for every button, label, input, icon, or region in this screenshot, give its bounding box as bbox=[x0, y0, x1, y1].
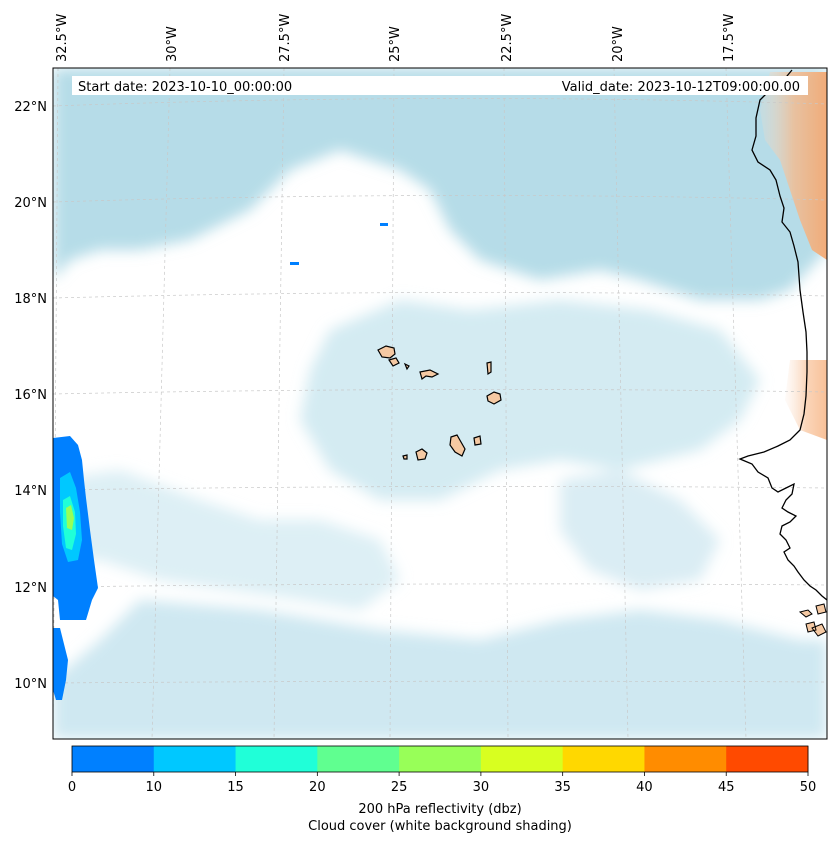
colorbar-tick-label: 10 bbox=[146, 780, 163, 795]
colorbar-swatch bbox=[644, 746, 727, 772]
colorbar-border bbox=[71, 745, 809, 773]
colorbar-swatch bbox=[726, 746, 809, 772]
colorbar-tick-label: 35 bbox=[554, 780, 571, 795]
colorbar-swatch bbox=[480, 746, 564, 772]
colorbar-swatch bbox=[72, 746, 155, 772]
lat-label-14n: 14°N bbox=[14, 484, 47, 499]
reflectivity-south-patch bbox=[53, 628, 68, 700]
colorbar-tick-label: 15 bbox=[227, 780, 244, 795]
lat-label-22n: 22°N bbox=[14, 100, 47, 115]
colorbar: 0 10 15 20 25 30 35 40 45 50 200 hPa reflectivity… bbox=[68, 745, 816, 834]
reflectivity-north-blob-1 bbox=[380, 223, 388, 226]
island-santiago bbox=[449, 434, 466, 457]
map-panel bbox=[53, 68, 827, 739]
reflectivity-north-blob-2 bbox=[290, 262, 299, 265]
cloud-patch-east bbox=[560, 470, 720, 590]
colorbar-tick-label: 40 bbox=[636, 780, 653, 795]
island-sao-nicolau bbox=[419, 369, 440, 381]
latitude-labels: 22°N 20°N 18°N 16°N 14°N 12°N 10°N bbox=[14, 100, 47, 692]
lon-label-30w: 30°W bbox=[165, 26, 180, 62]
africa-coast bbox=[738, 69, 827, 637]
cloud-cover-shading bbox=[53, 68, 827, 739]
lat-label-20n: 20°N bbox=[14, 196, 47, 211]
date-banner bbox=[72, 76, 808, 95]
cloud-band-mid bbox=[300, 300, 760, 500]
coast-orange-shade-north bbox=[760, 72, 827, 260]
cloud-band-north bbox=[53, 68, 827, 300]
lat-label-12n: 12°N bbox=[14, 581, 47, 596]
colorbar-tick-label: 25 bbox=[391, 780, 408, 795]
cape-verde-islands bbox=[377, 345, 502, 461]
island-sao-vicente bbox=[388, 357, 400, 367]
valid-date-label: Valid_date: 2023-10-12T09:00:00.00 bbox=[562, 80, 800, 95]
island-sal bbox=[486, 361, 492, 376]
lat-label-18n: 18°N bbox=[14, 292, 47, 307]
lon-label-25w: 25°W bbox=[388, 26, 403, 62]
colorbar-label-line1: 200 hPa reflectivity (dbz) bbox=[358, 802, 521, 817]
colorbar-tick-label: 50 bbox=[800, 780, 817, 795]
colorbar-swatch bbox=[317, 746, 400, 772]
lon-label-20w: 20°W bbox=[611, 26, 626, 62]
island-santa-luzia bbox=[403, 362, 410, 371]
island-santo-antao bbox=[377, 345, 396, 359]
colorbar-swatch bbox=[399, 746, 482, 772]
lon-label-27-5w: 27.5°W bbox=[278, 14, 293, 62]
start-date-label: Start date: 2023-10-10_00:00:00 bbox=[78, 80, 292, 95]
island-boa-vista bbox=[486, 391, 502, 405]
lat-label-16n: 16°N bbox=[14, 388, 47, 403]
lon-label-32-5w: 32.5°W bbox=[55, 14, 70, 62]
colorbar-tick-label: 30 bbox=[473, 780, 490, 795]
cloud-band-south bbox=[53, 600, 827, 739]
longitude-labels: 32.5°W 30°W 27.5°W 25°W 22.5°W 20°W 17.5… bbox=[55, 14, 737, 62]
colorbar-label-line2: Cloud cover (white background shading) bbox=[308, 819, 572, 834]
lon-label-22-5w: 22.5°W bbox=[500, 14, 515, 62]
guinea-bissau-islands bbox=[798, 603, 827, 637]
colorbar-swatch bbox=[235, 746, 318, 772]
colorbar-swatch bbox=[562, 746, 645, 772]
colorbar-tick-label: 0 bbox=[68, 780, 76, 795]
reflectivity-25-30-region bbox=[66, 505, 74, 530]
graticule bbox=[53, 68, 827, 739]
lat-label-10n: 10°N bbox=[14, 677, 47, 692]
colorbar-swatches bbox=[72, 746, 809, 772]
island-brava bbox=[402, 454, 408, 460]
colorbar-tick-label: 20 bbox=[309, 780, 326, 795]
lon-label-17-5w: 17.5°W bbox=[722, 14, 737, 62]
colorbar-ticks: 0 10 15 20 25 30 35 40 45 50 bbox=[68, 772, 816, 795]
island-fogo bbox=[415, 448, 428, 461]
island-maio bbox=[473, 435, 482, 446]
colorbar-tick-label: 45 bbox=[718, 780, 735, 795]
africa-land bbox=[738, 69, 827, 601]
map-border bbox=[52, 67, 828, 740]
reflectivity-field bbox=[53, 223, 388, 700]
colorbar-swatch bbox=[153, 746, 237, 772]
cloud-band-southwest bbox=[53, 470, 400, 610]
